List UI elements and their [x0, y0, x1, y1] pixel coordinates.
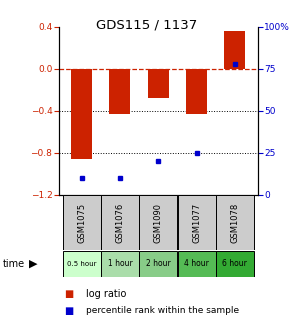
Bar: [139, 196, 177, 250]
Bar: [63, 196, 100, 250]
Bar: [186, 69, 207, 114]
Text: GSM1078: GSM1078: [230, 203, 239, 243]
Bar: [178, 251, 216, 277]
Bar: [101, 251, 139, 277]
Text: log ratio: log ratio: [86, 289, 127, 299]
Text: 1 hour: 1 hour: [108, 259, 132, 268]
Text: 4 hour: 4 hour: [184, 259, 209, 268]
Text: 6 hour: 6 hour: [222, 259, 247, 268]
Bar: [224, 31, 246, 69]
Text: ■: ■: [64, 306, 74, 316]
Text: GSM1076: GSM1076: [115, 203, 125, 243]
Bar: [148, 69, 169, 98]
Text: ■: ■: [64, 289, 74, 299]
Bar: [71, 69, 92, 159]
Bar: [101, 196, 139, 250]
Bar: [216, 196, 254, 250]
Text: GSM1090: GSM1090: [154, 203, 163, 243]
Text: time: time: [3, 259, 25, 269]
Text: 2 hour: 2 hour: [146, 259, 171, 268]
Text: percentile rank within the sample: percentile rank within the sample: [86, 306, 240, 315]
Text: GDS115 / 1137: GDS115 / 1137: [96, 18, 197, 32]
Text: 0.5 hour: 0.5 hour: [67, 261, 96, 267]
Bar: [178, 196, 216, 250]
Text: ▶: ▶: [29, 259, 38, 269]
Text: GSM1077: GSM1077: [192, 203, 201, 243]
Bar: [109, 69, 130, 114]
Bar: [216, 251, 254, 277]
Bar: [139, 251, 177, 277]
Text: GSM1075: GSM1075: [77, 203, 86, 243]
Bar: [63, 251, 100, 277]
